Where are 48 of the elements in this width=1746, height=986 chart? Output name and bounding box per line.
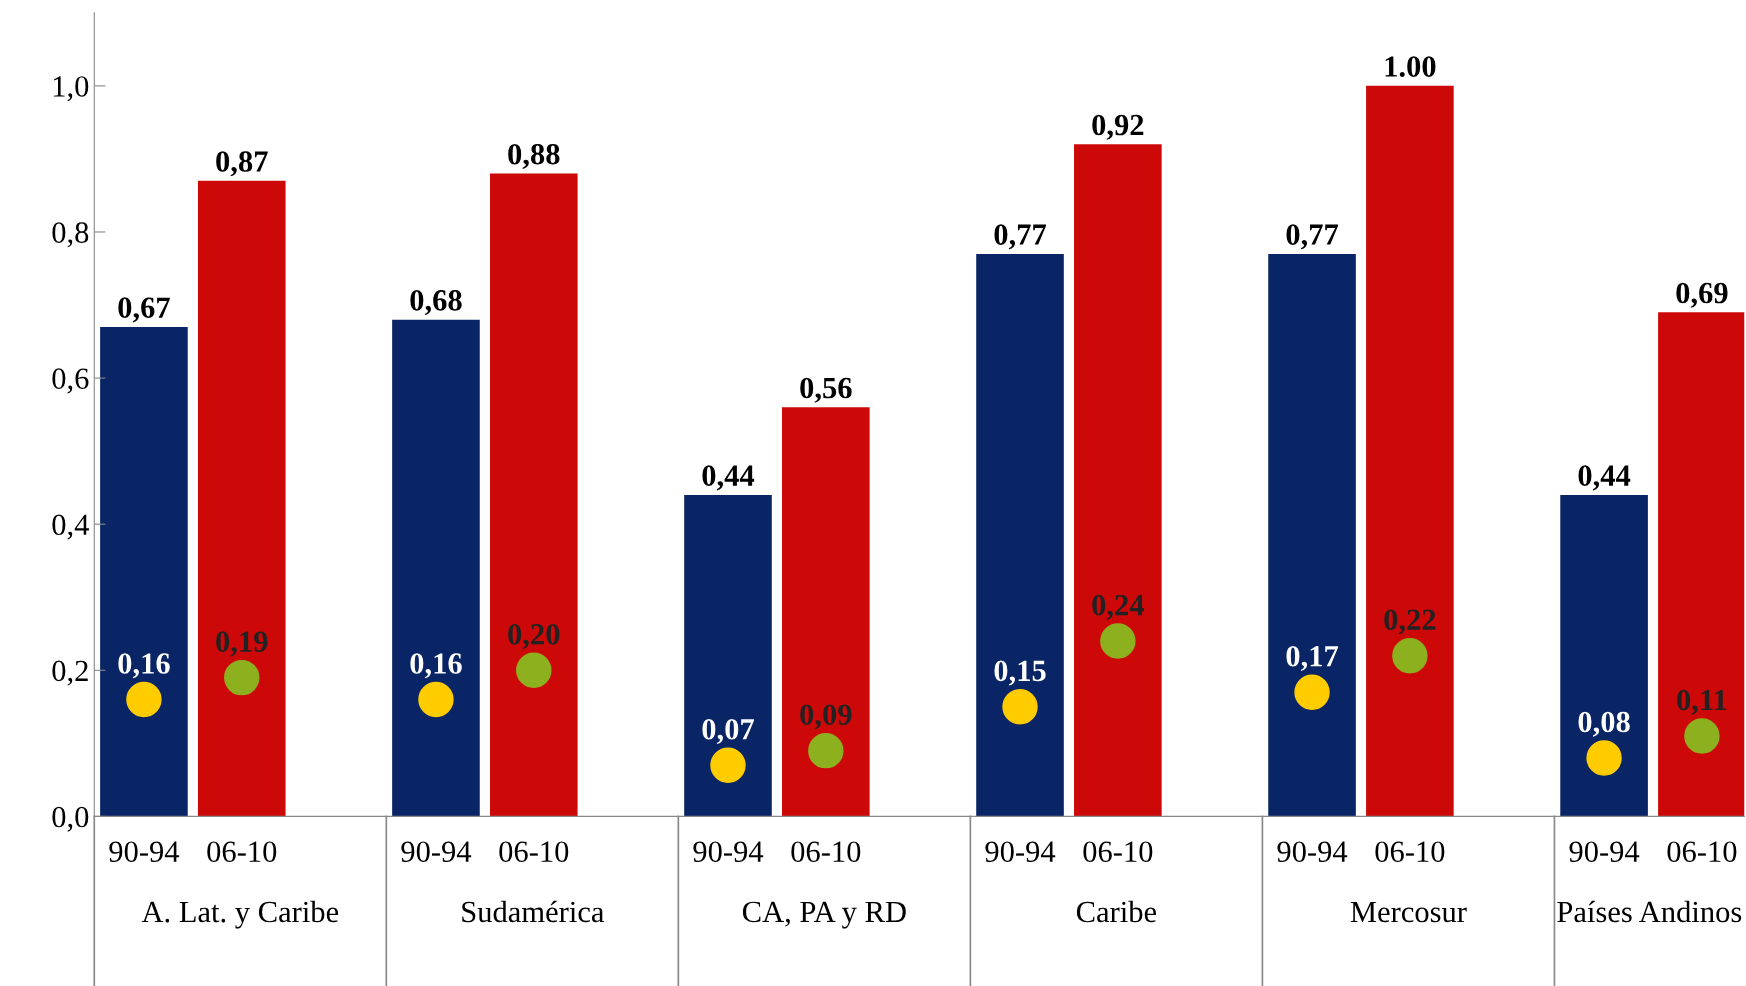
data-label: 0,69 (1676, 282, 1728, 308)
data-label: 0,77 (994, 224, 1047, 250)
x-tick-label: CA, PA y RD (742, 901, 906, 929)
y-tick-label: 0,6 (52, 368, 89, 394)
y-tick-label: 0,0 (52, 806, 89, 832)
data-label: 0,44 (702, 465, 755, 491)
y-tick-label: 0,8 (52, 222, 89, 248)
data-label: 0,44 (1578, 465, 1631, 491)
data-label: 0,17 (1286, 645, 1339, 671)
series-label: 06-10 (207, 841, 277, 863)
text: 90-94 (693, 841, 764, 863)
data-label: 0,68 (410, 290, 462, 316)
data-label: 0,19 (216, 631, 268, 657)
text: 90-94 (1569, 841, 1640, 863)
data-label: 0,16 (118, 653, 170, 679)
data-label: 0,88 (508, 143, 560, 169)
text: 90-94 (401, 841, 472, 863)
x-tick-label: A. Lat. y Caribe (141, 900, 339, 929)
data-label: 0,67 (118, 297, 170, 323)
data-label: 0,56 (800, 377, 852, 403)
text: 06-10 (1667, 841, 1737, 863)
data-label: 0,08 (1578, 711, 1630, 737)
text: 06-10 (499, 841, 569, 863)
text: 06-10 (1375, 841, 1445, 863)
data-label: 0,16 (410, 653, 462, 679)
data-label: 0,92 (1092, 114, 1144, 140)
data-label: 0,22 (1384, 609, 1436, 635)
text: 90-94 (985, 841, 1056, 863)
data-label: 0,07 (702, 719, 754, 745)
text: 06-10 (791, 841, 861, 863)
data-label: 0,77 (1286, 224, 1339, 250)
data-label: 0,24 (1092, 594, 1145, 620)
y-tick-label: 0,2 (52, 660, 88, 686)
text: 90-94 (1277, 841, 1348, 863)
y-tick-label: 0,4 (52, 514, 89, 540)
text: 06-10 (1083, 841, 1153, 863)
data-label: 0,87 (216, 151, 268, 177)
data-label: 0,15 (994, 660, 1046, 686)
series-label: 90-94 (109, 841, 180, 863)
x-tick-label: Mercosur (1350, 901, 1467, 923)
x-tick-label: Sudamérica (462, 900, 605, 923)
data-label: 0,09 (800, 704, 852, 730)
data-label: 1.00 (1385, 56, 1436, 78)
x-tick-label: Caribe (1076, 900, 1157, 923)
data-label: 0,11 (1677, 689, 1727, 715)
x-tick-label: Países Andinos (1557, 900, 1742, 923)
data-label: 0,20 (508, 624, 560, 650)
y-tick-label: 1,0 (53, 76, 89, 102)
